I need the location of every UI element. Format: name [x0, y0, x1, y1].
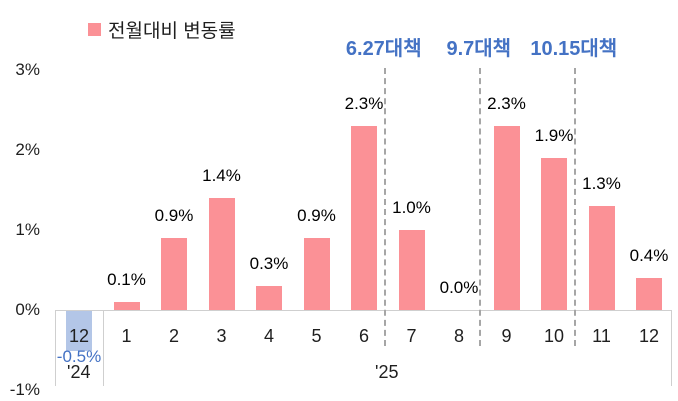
month-label: 10	[543, 326, 565, 346]
month-label: 9	[501, 326, 512, 346]
bar	[303, 238, 330, 310]
policy-dashed-line	[478, 68, 481, 346]
y-axis-tick-label: 0%	[15, 300, 40, 319]
legend-swatch	[88, 22, 101, 36]
legend: 전월대비 변동률	[88, 17, 236, 42]
y-axis-tick-label: 3%	[15, 60, 40, 79]
bar	[398, 230, 425, 310]
month-label: 2	[168, 326, 179, 346]
data-label: 0.0%	[439, 278, 479, 297]
policy-annotation-label: 9.7대책	[446, 38, 512, 60]
data-label: 0.9%	[297, 206, 336, 225]
y-axis-tick-label: 1%	[15, 220, 40, 239]
policy-dashed-line	[383, 68, 386, 346]
month-label: 6	[358, 326, 369, 346]
bar	[66, 311, 92, 351]
bar	[493, 126, 520, 310]
data-label: 1.4%	[202, 166, 241, 185]
bar	[351, 126, 377, 310]
year-label: '24	[67, 362, 91, 382]
month-label: 12	[68, 326, 90, 346]
data-label: 2.3%	[344, 94, 384, 113]
data-label: -0.5%	[56, 347, 102, 366]
data-label: 0.3%	[249, 254, 289, 273]
policy-annotation-label: 10.15대책	[530, 38, 618, 60]
year-label: '25	[375, 362, 399, 382]
data-label: 0.1%	[107, 270, 146, 289]
data-label: 2.3%	[487, 94, 526, 113]
category-band-separator	[671, 310, 672, 386]
legend-label: 전월대비 변동률	[108, 20, 236, 42]
data-label: 1.9%	[534, 126, 574, 145]
bar	[161, 238, 187, 310]
month-label: 4	[263, 326, 274, 346]
category-band-separator	[55, 310, 56, 386]
policy-dashed-line	[573, 68, 576, 346]
bar	[636, 278, 662, 310]
month-label: 11	[592, 326, 611, 346]
month-label: 1	[121, 326, 132, 346]
y-axis-tick-label: 2%	[15, 140, 40, 159]
data-label: 0.4%	[629, 246, 669, 265]
x-axis-line	[55, 310, 671, 311]
month-label: 3	[216, 326, 227, 346]
data-label: 1.3%	[582, 174, 621, 193]
bar	[113, 302, 140, 310]
month-label: 8	[453, 326, 464, 346]
bar	[208, 198, 235, 310]
data-label: 0.9%	[154, 206, 194, 225]
category-band-separator	[103, 310, 104, 386]
data-label: 1.0%	[392, 198, 431, 217]
month-label: 7	[406, 326, 417, 346]
bar	[588, 206, 615, 310]
month-label: 12	[638, 326, 660, 346]
bar	[256, 286, 282, 310]
bar	[541, 158, 567, 310]
policy-annotation-label: 6.27대책	[345, 38, 422, 60]
y-axis-tick-label: -1%	[9, 380, 40, 399]
month-label: 5	[311, 326, 322, 346]
